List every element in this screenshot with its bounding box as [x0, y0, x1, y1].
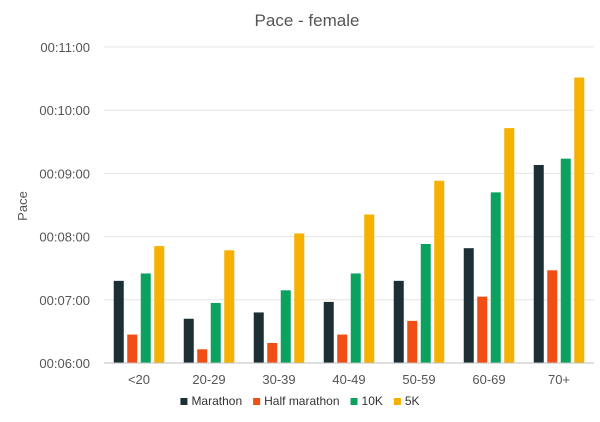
- legend-label: 10K: [362, 394, 383, 408]
- bar: [364, 214, 375, 363]
- bar: [463, 248, 474, 363]
- legend: Marathon Half marathon 10K 5K: [180, 394, 420, 408]
- x-tick-label: 60-69: [472, 372, 505, 387]
- legend-swatch: [253, 398, 261, 405]
- bar: [393, 280, 404, 363]
- x-tick-label: 40-49: [332, 372, 365, 387]
- bar: [533, 164, 544, 363]
- y-tick-label: 00:10:00: [39, 103, 90, 118]
- bar: [140, 273, 151, 363]
- bar: [337, 334, 348, 363]
- bar: [574, 77, 585, 364]
- chart-title: Pace - female: [255, 11, 360, 30]
- y-axis-title: Pace: [15, 191, 30, 221]
- bar: [560, 158, 571, 363]
- bars: [113, 77, 585, 364]
- bar: [420, 243, 431, 363]
- bar: [197, 349, 208, 363]
- legend-swatch: [393, 398, 401, 405]
- legend-swatch: [180, 398, 188, 405]
- y-tick-label: 00:09:00: [39, 166, 90, 181]
- x-tick-labels: <20 20-29 30-39 40-49 50-59 60-69 70+: [128, 372, 570, 387]
- x-tick-label: 20-29: [192, 372, 225, 387]
- bar: [280, 290, 291, 363]
- y-tick-label: 00:07:00: [39, 293, 90, 308]
- bar: [490, 192, 501, 363]
- legend-item: Marathon: [180, 394, 242, 408]
- bar: [253, 312, 264, 363]
- bar: [267, 342, 278, 363]
- y-tick-label: 00:11:00: [40, 40, 90, 55]
- bar: [113, 280, 124, 363]
- bar: [350, 273, 361, 363]
- y-tick-labels: 00:06:00 00:07:00 00:08:00 00:09:00 00:10:00…: [39, 40, 90, 371]
- bar: [407, 320, 418, 363]
- gridlines: [104, 46, 594, 301]
- x-tick-label: 30-39: [262, 372, 295, 387]
- legend-item: 10K: [350, 394, 383, 408]
- x-tick-label: 50-59: [402, 372, 435, 387]
- bar: [183, 318, 194, 363]
- x-tick-label: <20: [128, 372, 150, 387]
- bar: [434, 180, 445, 363]
- bar: [477, 296, 488, 363]
- bar: [504, 128, 515, 363]
- y-tick-label: 00:06:00: [39, 356, 90, 371]
- legend-label: Half marathon: [264, 394, 339, 408]
- legend-item: Half marathon: [253, 394, 340, 408]
- legend-swatch: [350, 398, 358, 405]
- legend-label: Marathon: [191, 394, 242, 408]
- bar: [224, 250, 235, 363]
- legend-label: 5K: [405, 394, 420, 408]
- bar: [127, 334, 138, 363]
- bar: [547, 270, 558, 363]
- x-tick-label: 70+: [548, 372, 570, 387]
- legend-item: 5K: [393, 394, 420, 408]
- bar: [210, 302, 221, 363]
- bar: [294, 233, 305, 363]
- bar: [323, 301, 334, 363]
- bar: [154, 246, 165, 363]
- y-tick-label: 00:08:00: [39, 230, 90, 245]
